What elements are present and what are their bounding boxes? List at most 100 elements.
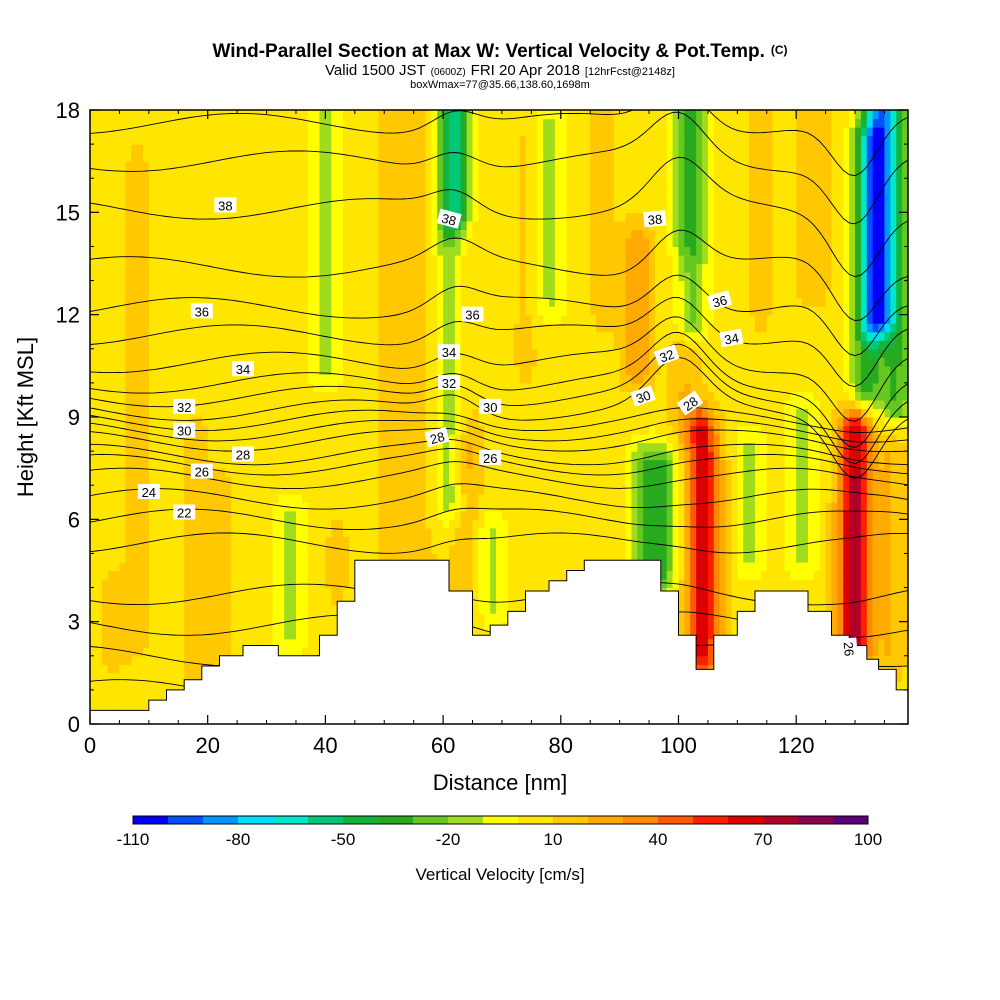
heatmap-cell — [278, 459, 285, 469]
heatmap-cell — [484, 169, 491, 179]
heatmap-cell — [348, 365, 356, 375]
heatmap-cell — [431, 254, 438, 265]
heatmap-cell — [219, 178, 226, 188]
heatmap-cell — [401, 391, 409, 401]
heatmap-cell — [307, 212, 315, 222]
heatmap-cell — [360, 476, 368, 486]
heatmap-cell — [448, 408, 456, 418]
heatmap-cell — [237, 536, 244, 546]
heatmap-cell — [107, 161, 115, 171]
heatmap-cell — [231, 604, 238, 614]
heatmap-cell — [295, 110, 303, 120]
heatmap-cell — [148, 169, 156, 179]
heatmap-cell — [101, 672, 109, 682]
heatmap-cell — [107, 220, 115, 230]
heatmap-cell — [160, 476, 168, 486]
heatmap-cell — [313, 340, 321, 350]
heatmap-cell — [343, 468, 350, 478]
heatmap-cell — [295, 417, 303, 427]
heatmap-cell — [125, 382, 132, 393]
heatmap-cell — [166, 664, 173, 674]
heatmap-cell — [490, 212, 497, 222]
heatmap-cell — [331, 272, 338, 282]
heatmap-cell — [107, 672, 115, 682]
heatmap-cell — [413, 237, 421, 248]
heatmap-cell — [243, 502, 250, 512]
heatmap-cell — [166, 561, 173, 572]
heatmap-cell — [384, 468, 391, 478]
heatmap-cell — [301, 186, 309, 196]
heatmap-cell — [454, 536, 462, 546]
heatmap-cell — [266, 246, 274, 256]
heatmap-cell — [290, 451, 297, 461]
heatmap-cell — [95, 587, 103, 597]
heatmap-cell — [119, 544, 126, 555]
heatmap-cell — [407, 408, 415, 418]
heatmap-cell — [372, 178, 379, 188]
heatmap-cell — [366, 152, 374, 162]
heatmap-cell — [213, 127, 221, 137]
heatmap-cell — [219, 408, 226, 418]
heatmap-cell — [425, 289, 432, 299]
heatmap-cell — [354, 314, 362, 324]
heatmap-cell — [407, 263, 415, 273]
heatmap-cell — [337, 144, 344, 154]
heatmap-cell — [425, 323, 432, 333]
heatmap-cell — [107, 229, 115, 239]
heatmap-cell — [419, 110, 427, 120]
heatmap-cell — [137, 476, 144, 486]
heatmap-cell — [172, 110, 179, 120]
heatmap-cell — [448, 502, 456, 512]
heatmap-cell — [478, 553, 485, 563]
heatmap-cell — [278, 331, 285, 341]
heatmap-cell — [466, 382, 474, 393]
heatmap-cell — [95, 493, 103, 503]
heatmap-cell — [425, 195, 432, 205]
heatmap-cell — [148, 476, 156, 486]
heatmap-cell — [248, 186, 256, 196]
heatmap-cell — [166, 638, 173, 648]
heatmap-cell — [119, 289, 126, 299]
heatmap-cell — [366, 476, 374, 486]
heatmap-cell — [419, 127, 427, 137]
heatmap-cell — [142, 519, 150, 529]
heatmap-cell — [119, 579, 126, 589]
heatmap-cell — [190, 314, 197, 324]
heatmap-cell — [137, 425, 144, 435]
heatmap-cell — [301, 596, 309, 606]
heatmap-cell — [119, 408, 126, 418]
heatmap-cell — [95, 323, 103, 333]
heatmap-cell — [284, 169, 291, 179]
heatmap-cell — [178, 621, 185, 631]
heatmap-cell — [354, 161, 362, 171]
heatmap-cell — [343, 178, 350, 188]
heatmap-cell — [413, 331, 421, 341]
heatmap-cell — [142, 536, 150, 546]
heatmap-cell — [431, 442, 438, 452]
heatmap-cell — [466, 118, 474, 128]
heatmap-cell — [254, 135, 262, 145]
heatmap-cell — [401, 178, 409, 188]
heatmap-cell — [354, 519, 362, 529]
heatmap-cell — [190, 152, 197, 162]
heatmap-cell — [437, 451, 444, 461]
heatmap-cell — [125, 306, 132, 316]
heatmap-cell — [490, 178, 497, 188]
heatmap-cell — [307, 246, 315, 256]
heatmap-cell — [237, 553, 244, 563]
heatmap-cell — [154, 425, 162, 435]
heatmap-cell — [307, 408, 315, 418]
heatmap-cell — [137, 621, 144, 631]
heatmap-cell — [378, 553, 385, 563]
heatmap-cell — [272, 536, 279, 546]
heatmap-cell — [478, 613, 485, 623]
heatmap-cell — [472, 434, 480, 444]
heatmap-cell — [154, 314, 162, 324]
heatmap-cell — [113, 553, 121, 563]
heatmap-cell — [225, 340, 232, 350]
heatmap-cell — [478, 434, 485, 444]
heatmap-cell — [407, 110, 415, 120]
heatmap-cell — [219, 357, 226, 367]
heatmap-cell — [390, 127, 397, 137]
heatmap-cell — [354, 553, 362, 563]
